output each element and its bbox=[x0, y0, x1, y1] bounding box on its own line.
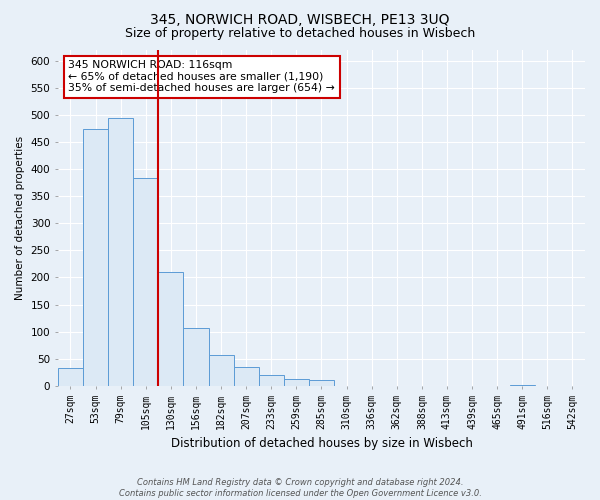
Text: 345, NORWICH ROAD, WISBECH, PE13 3UQ: 345, NORWICH ROAD, WISBECH, PE13 3UQ bbox=[150, 12, 450, 26]
Bar bbox=[233, 367, 259, 386]
Bar bbox=[309, 380, 334, 386]
Bar bbox=[58, 368, 83, 386]
Y-axis label: Number of detached properties: Number of detached properties bbox=[15, 136, 25, 300]
Text: 345 NORWICH ROAD: 116sqm
← 65% of detached houses are smaller (1,190)
35% of sem: 345 NORWICH ROAD: 116sqm ← 65% of detach… bbox=[68, 60, 335, 94]
Bar bbox=[133, 178, 158, 386]
Text: Contains HM Land Registry data © Crown copyright and database right 2024.
Contai: Contains HM Land Registry data © Crown c… bbox=[119, 478, 481, 498]
Bar bbox=[510, 384, 535, 386]
X-axis label: Distribution of detached houses by size in Wisbech: Distribution of detached houses by size … bbox=[170, 437, 472, 450]
Bar bbox=[108, 118, 133, 386]
Bar bbox=[209, 355, 233, 386]
Bar bbox=[259, 375, 284, 386]
Bar bbox=[83, 128, 108, 386]
Bar bbox=[158, 272, 184, 386]
Bar bbox=[284, 380, 309, 386]
Text: Size of property relative to detached houses in Wisbech: Size of property relative to detached ho… bbox=[125, 28, 475, 40]
Bar bbox=[184, 328, 209, 386]
